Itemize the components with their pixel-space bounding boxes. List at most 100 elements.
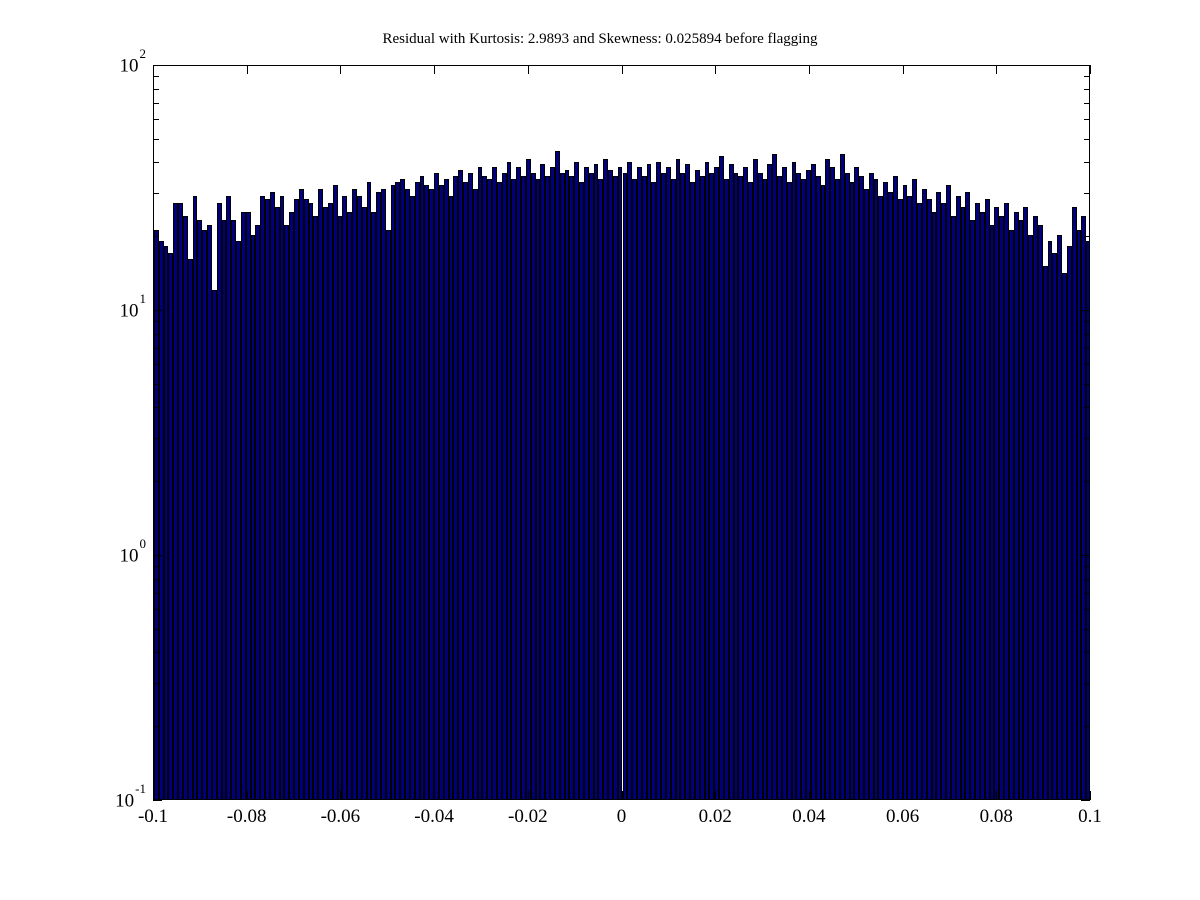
histogram-bar <box>632 178 637 799</box>
y-axis-minor-tick <box>153 162 159 164</box>
y-axis-minor-tick-right <box>1084 407 1090 409</box>
y-axis-minor-tick <box>153 333 159 335</box>
histogram-bar <box>627 161 633 799</box>
histogram-bar <box>448 195 454 799</box>
histogram-bar <box>385 230 391 799</box>
histogram-bar <box>414 181 420 799</box>
histogram-bar <box>583 166 589 799</box>
y-axis-minor-tick-right <box>1084 726 1090 728</box>
histogram-bar <box>540 164 546 799</box>
histogram-bar <box>255 225 261 799</box>
x-axis-tick <box>621 791 623 800</box>
y-axis-minor-tick-right <box>1084 76 1090 78</box>
x-axis-tick-top <box>340 65 342 74</box>
histogram-bar <box>569 175 575 799</box>
histogram-bar <box>1037 225 1043 799</box>
y-axis-major-tick-right <box>1081 800 1090 801</box>
histogram-bar <box>318 188 324 799</box>
histogram-bar <box>588 172 594 799</box>
x-tick-label: 0.1 <box>1078 806 1102 827</box>
x-tick-label: -0.06 <box>320 806 361 827</box>
histogram-bar <box>984 199 990 799</box>
histogram-bar <box>467 172 473 799</box>
histogram-bar <box>767 164 773 799</box>
y-axis-minor-tick-right <box>1084 438 1090 440</box>
histogram-bar <box>332 185 338 799</box>
histogram-bar <box>535 178 541 799</box>
histogram-bar <box>907 195 913 799</box>
histogram-bar <box>863 188 869 799</box>
y-axis-minor-tick <box>153 566 159 568</box>
histogram-bar <box>680 172 686 799</box>
histogram-bar <box>854 166 860 799</box>
histogram-bar <box>168 252 174 799</box>
histogram-bar <box>950 215 956 799</box>
x-axis-tick <box>340 791 342 800</box>
histogram-bar <box>182 215 188 799</box>
x-axis-tick-top <box>902 65 904 74</box>
y-axis-minor-tick <box>153 438 159 440</box>
y-axis-minor-tick <box>153 364 159 366</box>
histogram-bar <box>298 188 304 799</box>
histogram-bar <box>438 185 444 799</box>
histogram-bar <box>400 178 406 799</box>
y-axis-minor-tick <box>153 193 159 195</box>
histogram-bar <box>477 166 483 799</box>
histogram-bar <box>825 158 831 799</box>
histogram-bar <box>453 175 459 799</box>
histogram-bar <box>376 192 381 799</box>
histogram-bar <box>289 211 295 799</box>
y-tick-mantissa: 10 <box>115 790 135 812</box>
x-axis-tick-top <box>621 65 623 74</box>
histogram-bar <box>405 188 410 799</box>
histogram-bar <box>888 192 893 799</box>
histogram-bar <box>1018 220 1024 799</box>
histogram-bar <box>1047 240 1053 799</box>
x-tick-label: -0.08 <box>226 806 267 827</box>
y-axis-minor-tick <box>153 652 159 654</box>
x-axis-tick-top <box>153 65 154 74</box>
y-tick-exponent: 0 <box>139 536 147 551</box>
y-axis-minor-tick <box>153 119 159 121</box>
y-axis-minor-tick <box>153 102 159 104</box>
y-tick-label: 10-1 <box>95 781 146 812</box>
y-axis-minor-tick <box>153 578 159 580</box>
histogram-bar <box>564 169 570 799</box>
x-axis-tick-top <box>808 65 810 74</box>
histogram-bar <box>859 175 864 799</box>
y-axis-minor-tick <box>153 726 159 728</box>
histogram-bar <box>733 172 739 799</box>
y-axis-minor-tick <box>153 683 159 685</box>
histogram-bar <box>419 175 425 799</box>
histogram-bar <box>1052 252 1058 799</box>
histogram-bar <box>173 203 179 799</box>
y-axis-major-tick <box>153 555 162 556</box>
histogram-bar <box>1033 215 1038 799</box>
histogram-bar <box>492 166 497 799</box>
histogram-bar <box>690 181 695 799</box>
histogram-bar <box>873 178 879 799</box>
histogram-bar <box>603 158 608 799</box>
histogram-bar <box>965 192 971 799</box>
y-axis-minor-tick <box>153 407 159 409</box>
x-axis-tick <box>808 791 810 800</box>
histogram-bar <box>472 188 478 799</box>
y-axis-minor-tick <box>153 347 159 349</box>
histogram-bar <box>1081 215 1087 799</box>
histogram-bar <box>670 178 676 799</box>
y-tick-label: 102 <box>95 46 147 77</box>
histogram-bar <box>371 211 377 799</box>
x-axis-tick <box>996 791 998 800</box>
histogram-bar <box>197 220 203 799</box>
histogram-bar <box>665 166 671 799</box>
histogram-bar <box>1057 235 1063 799</box>
histogram-bar <box>636 166 642 799</box>
y-axis-major-tick-right <box>1081 555 1090 556</box>
y-axis-major-tick <box>153 310 162 311</box>
histogram-bar <box>806 169 811 799</box>
histogram-bar <box>921 188 927 799</box>
x-axis-tick-top <box>1090 65 1091 74</box>
histogram-bar <box>777 175 782 799</box>
histogram-bar <box>231 220 237 799</box>
histogram-bar <box>656 161 662 799</box>
